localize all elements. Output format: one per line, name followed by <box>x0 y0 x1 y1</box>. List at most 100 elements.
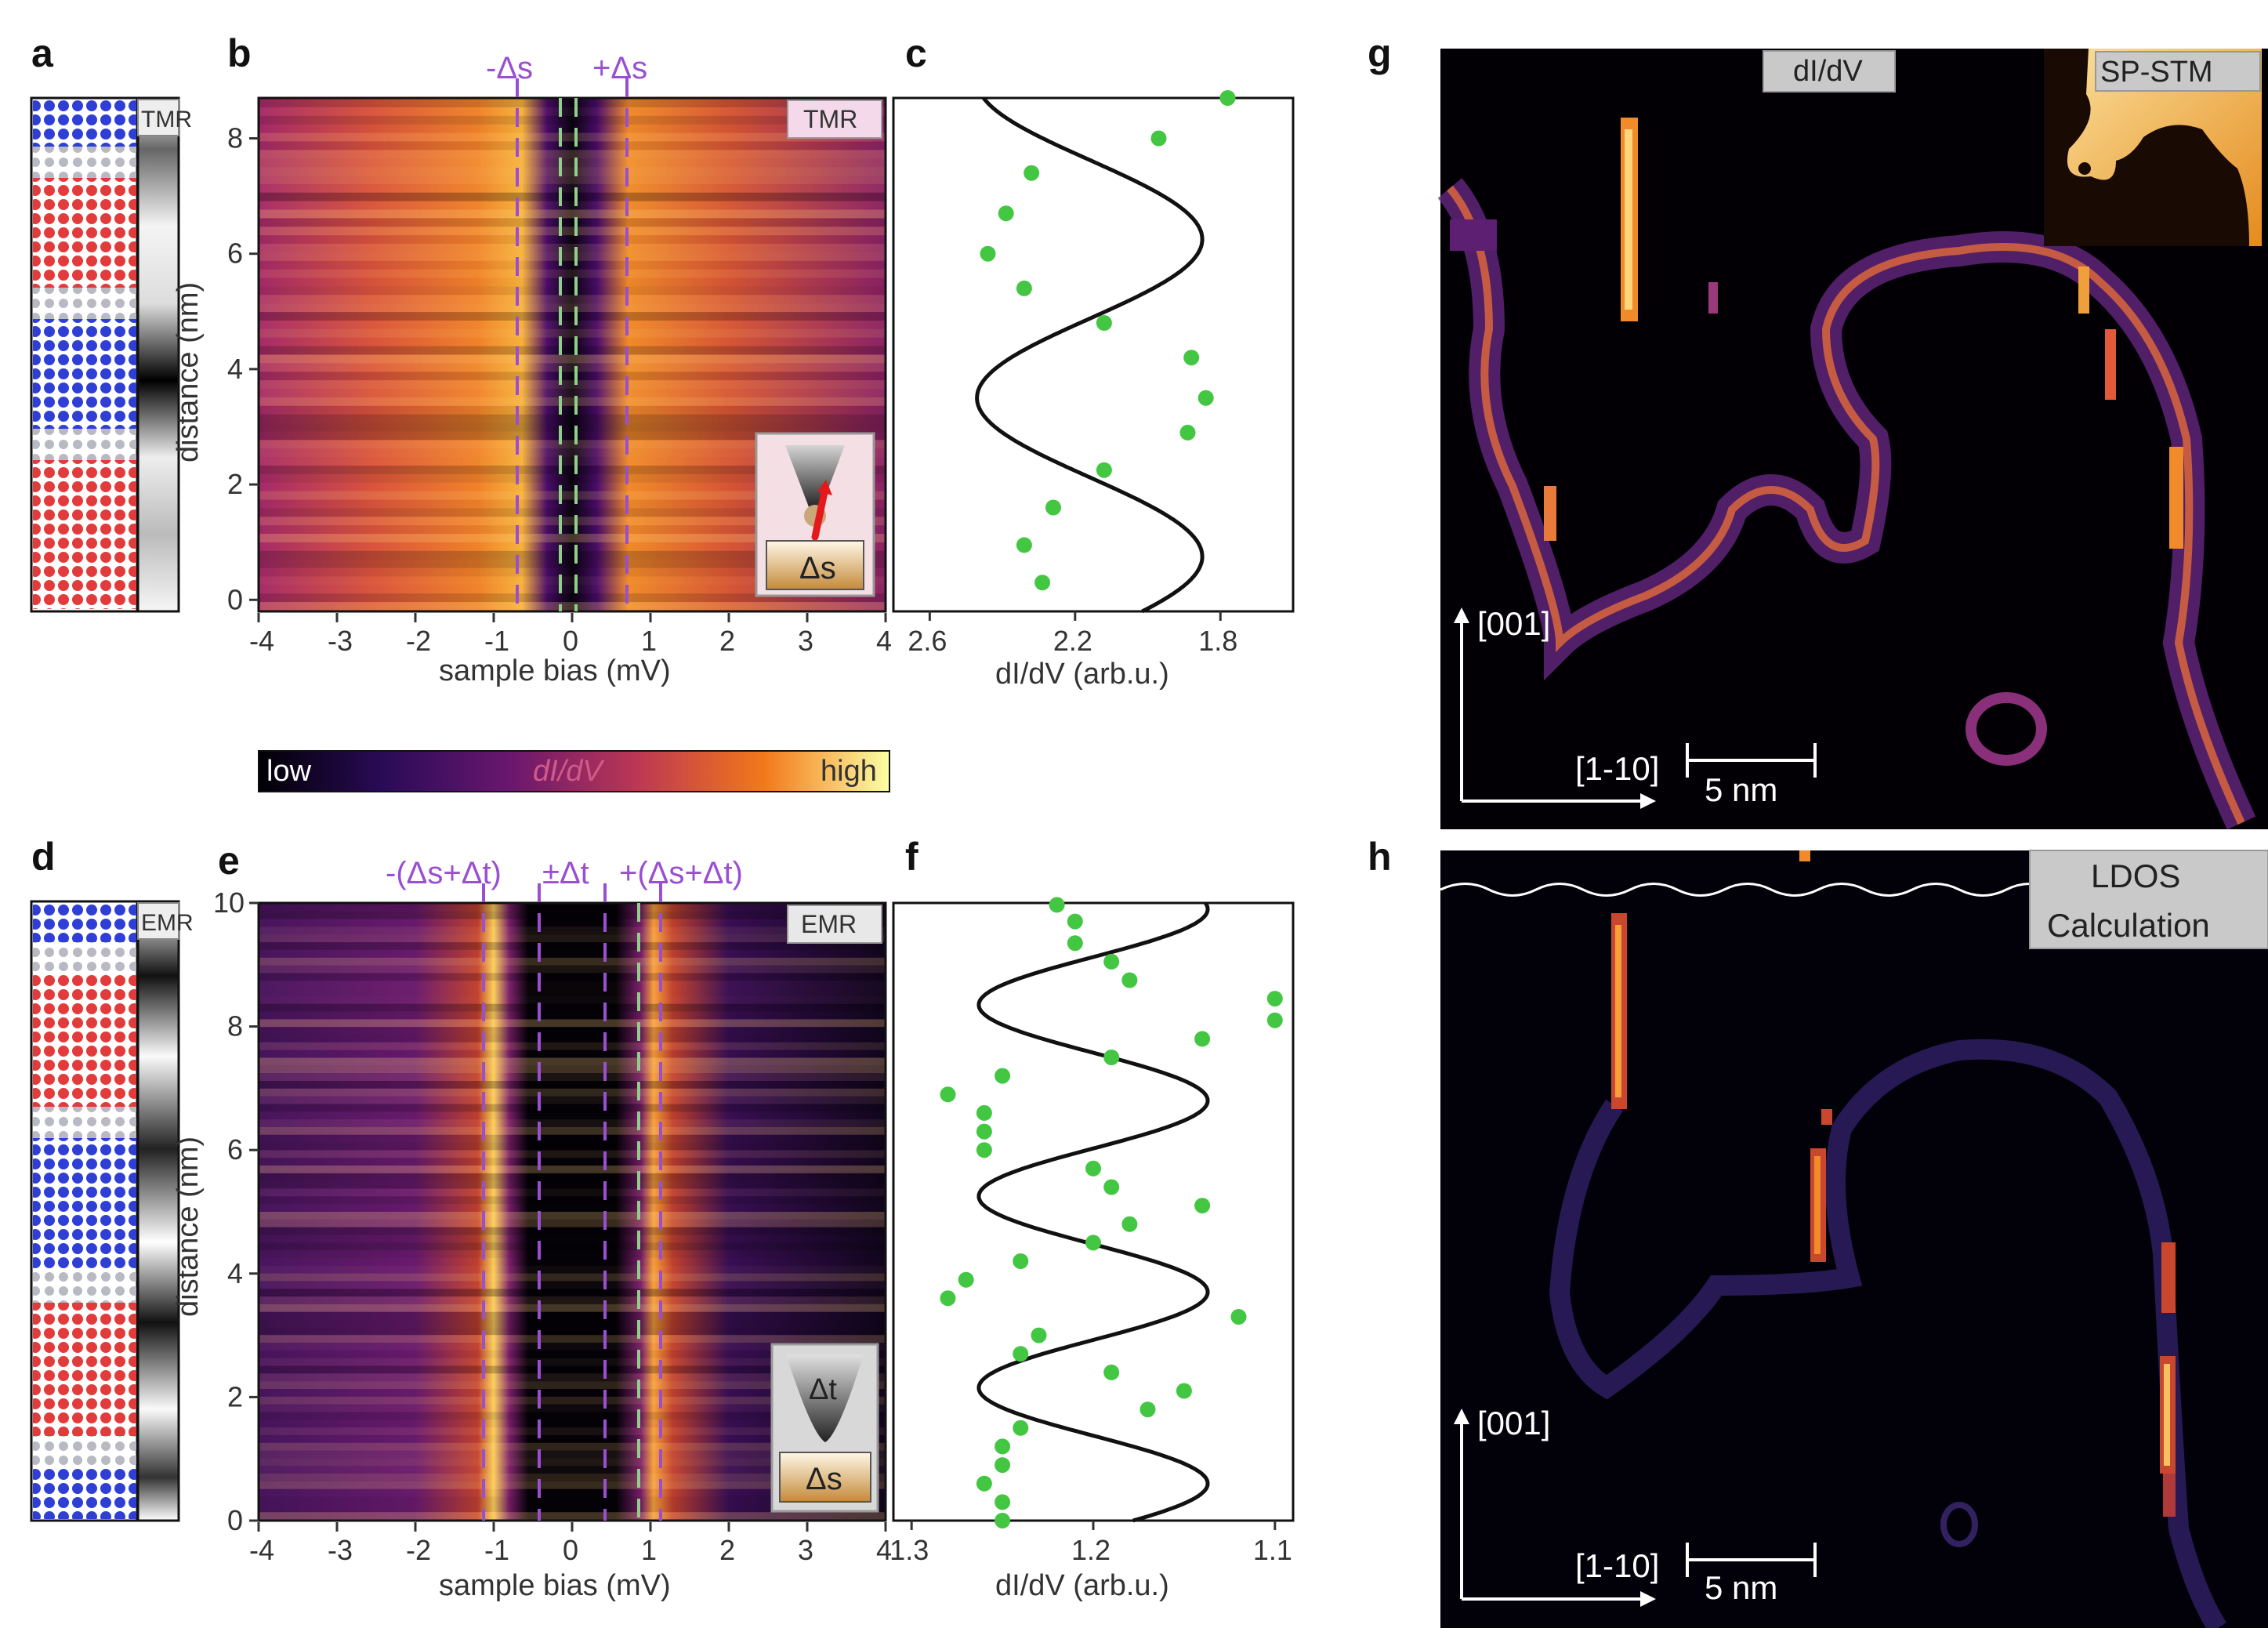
heatmap-row <box>259 911 885 919</box>
panel-h-dir-up: [001] <box>1477 1405 1550 1441</box>
data-point <box>980 245 996 262</box>
heatmap-row <box>259 1188 885 1197</box>
data-point <box>1067 935 1083 952</box>
heatmap-row <box>259 567 885 577</box>
heatmap-row <box>259 1303 885 1312</box>
heatmap-row <box>259 1158 885 1166</box>
sp-stm-inset: SP-STM <box>2044 49 2262 246</box>
x-tick-label: 1.8 <box>1198 625 1237 657</box>
y-tick-label: 0 <box>227 583 243 615</box>
tmr-strip <box>136 96 180 613</box>
heatmap-row <box>259 1003 885 1012</box>
sp-stm-badge: SP-STM <box>2100 56 2213 89</box>
heatmap-row <box>259 150 885 159</box>
heatmap-row <box>259 457 885 466</box>
heatmap-row <box>259 1327 885 1336</box>
heatmap-row <box>259 1250 885 1258</box>
data-point <box>1150 130 1167 147</box>
heatmap-row <box>259 1050 885 1058</box>
heatmap-row <box>259 448 885 458</box>
data-point <box>1016 537 1032 553</box>
tmr-inset: Δs <box>755 432 875 597</box>
data-point <box>1023 165 1040 181</box>
heatmap-row <box>259 1504 885 1513</box>
x-tick-label: 4 <box>876 625 892 657</box>
heatmap-row <box>259 354 885 364</box>
x-tick-label: -4 <box>249 1534 274 1566</box>
panel-d: EMR <box>30 900 194 1522</box>
heatmap-row <box>259 1420 885 1428</box>
heatmap-row <box>259 1311 885 1320</box>
heatmap-row <box>259 1427 885 1435</box>
heatmap-row <box>259 1166 885 1173</box>
heatmap-row <box>259 1281 885 1289</box>
panel-letter-h: h <box>1368 835 1392 879</box>
panel-b-xlabel: sample bias (mV) <box>439 654 671 687</box>
heatmap-row <box>259 192 885 201</box>
data-point <box>976 1104 992 1121</box>
x-tick-label: 0 <box>563 1534 578 1566</box>
panel-b-ylabel: distance (nm) <box>172 282 205 462</box>
heatmap-row <box>259 1219 885 1227</box>
heatmap-row <box>259 957 885 966</box>
heatmap-row <box>259 132 885 142</box>
heatmap-row <box>259 508 885 517</box>
colorbar: low dI/dV high <box>258 750 890 792</box>
panel-e-xticks: -4 -3 -2 -1 0 1 2 3 4 <box>249 1522 892 1566</box>
heatmap-row <box>259 1011 885 1020</box>
heatmap-row <box>259 1365 885 1374</box>
panel-f-xlabel: dI/dV (arb.u.) <box>995 1569 1169 1602</box>
heatmap-row <box>259 981 885 988</box>
heatmap-row <box>259 1258 885 1266</box>
heatmap-row <box>259 295 885 304</box>
heatmap-row <box>259 1196 885 1205</box>
heatmap-row <box>259 1150 885 1158</box>
x-tick-label: -3 <box>328 1534 353 1566</box>
panel-letter-b: b <box>227 31 252 75</box>
emr-inset-tip-label: Δt <box>809 1373 837 1406</box>
heatmap-row <box>259 321 885 329</box>
data-point <box>1096 315 1112 331</box>
x-tick-label: 1.3 <box>889 1534 929 1566</box>
colorbar-low: low <box>266 755 312 788</box>
heatmap-row <box>259 431 885 441</box>
heatmap-row <box>259 1242 885 1251</box>
label-minus-delta-s: -Δs <box>486 51 533 85</box>
heatmap-row <box>259 235 885 244</box>
data-point <box>1067 913 1083 930</box>
x-tick-label: 1 <box>641 1534 657 1566</box>
panel-letter-c: c <box>905 31 927 75</box>
heatmap-row <box>259 473 885 483</box>
y-tick-label: 2 <box>227 1380 243 1412</box>
heatmap-row <box>259 1358 885 1366</box>
heatmap-row <box>259 1265 885 1274</box>
data-point <box>976 1123 992 1140</box>
heatmap-row <box>259 209 885 219</box>
heatmap-row <box>259 269 885 278</box>
heatmap-row <box>259 950 885 958</box>
heatmap-b-stripes <box>259 99 885 611</box>
heatmap-row <box>259 550 885 560</box>
x-tick-label: 3 <box>798 1534 813 1566</box>
fit-curve <box>975 96 1205 614</box>
heatmap-row <box>259 1142 885 1151</box>
data-point <box>1194 1031 1211 1047</box>
heatmap-row <box>259 1119 885 1127</box>
heatmap-row <box>259 1057 885 1066</box>
panel-c: 2.6 2.2 1.8 dI/dV (arb.u.) <box>892 90 1295 691</box>
heatmap-row <box>259 260 885 270</box>
panel-g-badge: dI/dV <box>1793 55 1863 88</box>
data-point <box>1049 897 1065 913</box>
heatmap-row <box>259 1134 885 1143</box>
heatmap-row <box>259 405 885 415</box>
heatmap-row <box>259 115 885 125</box>
x-tick-label: -4 <box>249 625 274 657</box>
panel-h: LDOS Calculation [001] [1-10] 5 nm <box>1440 850 2268 1628</box>
panel-h-scale: 5 nm <box>1705 1569 1777 1606</box>
data-point <box>976 1475 992 1492</box>
data-point <box>1179 424 1196 441</box>
heatmap-row <box>259 1404 885 1412</box>
x-tick-label: -1 <box>484 1534 509 1566</box>
data-point <box>1266 1012 1283 1028</box>
data-point <box>998 205 1014 222</box>
